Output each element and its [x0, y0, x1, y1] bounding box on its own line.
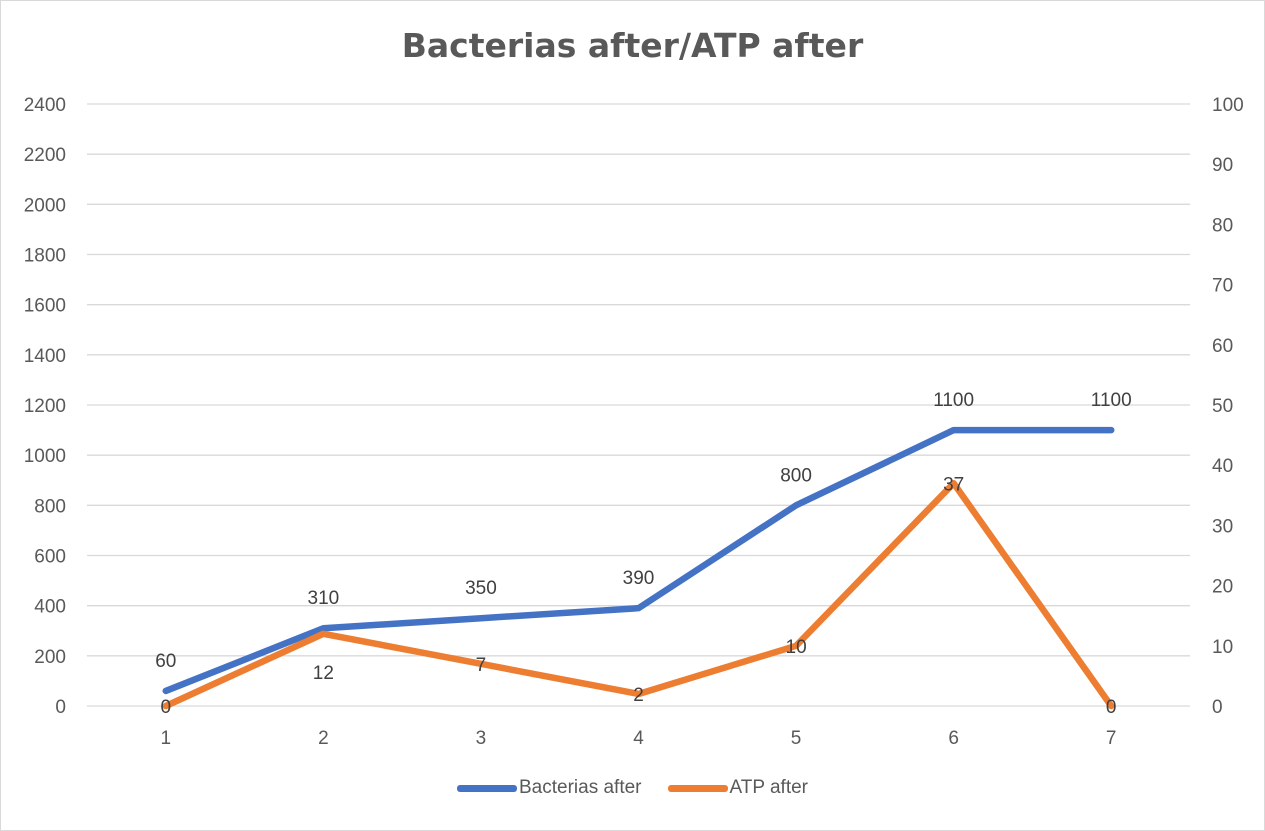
right-axis-tick-label: 30: [1212, 516, 1233, 537]
data-label-atp-after: 2: [633, 685, 644, 706]
left-axis-tick-label: 1600: [24, 296, 66, 317]
left-axis-tick-label: 400: [34, 597, 66, 618]
left-axis-tick-label: 600: [34, 547, 66, 568]
data-label-bacterias-after: 60: [155, 651, 176, 672]
right-axis-tick-label: 100: [1212, 95, 1244, 116]
left-axis-tick-label: 200: [34, 647, 66, 668]
x-axis-tick-label: 3: [476, 728, 487, 749]
x-axis-tick-label: 1: [160, 728, 171, 749]
right-axis-tick-label: 80: [1212, 215, 1233, 236]
x-axis-tick-label: 6: [948, 728, 959, 749]
left-axis-tick-label: 1000: [24, 446, 66, 467]
series-line-bacterias-after: [162, 426, 1115, 695]
data-label-atp-after: 37: [943, 474, 964, 495]
legend-swatch-atp-after: [667, 784, 728, 792]
legend-swatch-bacterias-after: [457, 784, 517, 792]
left-axis-tick-label: 800: [34, 496, 66, 517]
data-label-bacterias-after: 800: [780, 465, 812, 486]
data-label-bacterias-after: 350: [465, 578, 497, 599]
data-label-atp-after: 7: [476, 655, 487, 676]
legend-item-bacterias-after: Bacterias after: [457, 777, 642, 799]
data-label-atp-after: 10: [786, 637, 807, 658]
data-label-atp-after: 12: [313, 663, 334, 684]
left-axis-tick-label: 0: [55, 697, 66, 718]
x-axis-tick-label: 4: [633, 728, 644, 749]
data-label-bacterias-after: 1100: [1091, 390, 1132, 411]
legend-label-atp-after: ATP after: [729, 777, 809, 798]
left-axis-tick-label: 2000: [24, 195, 66, 216]
data-label-atp-after: 0: [1106, 697, 1117, 718]
right-axis-tick-label: 20: [1212, 577, 1233, 598]
data-labels: 60 310 350 390 800 1100 1100 0 12 7 2 10 37 0: [155, 390, 1131, 718]
right-axis-tick-label: 10: [1212, 637, 1233, 658]
right-axis-tick-label: 0: [1212, 697, 1223, 718]
series-line-atp-after: [162, 480, 1115, 710]
x-axis-ticks: 1 2 3 4 5 6 7: [160, 728, 1116, 749]
right-axis-tick-label: 70: [1212, 276, 1233, 297]
left-axis-ticks: 0 200 400 600 800 1000 1200 1400 1600 1800 2000 220…: [24, 95, 66, 718]
data-label-bacterias-after: 390: [623, 568, 655, 589]
right-axis-ticks: 0 10 20 30 40 50 60 70 80 90 100: [1212, 95, 1244, 718]
series-lines: [162, 426, 1115, 710]
left-axis-tick-label: 2200: [24, 145, 66, 166]
x-axis-tick-label: 7: [1106, 728, 1117, 749]
data-label-bacterias-after: 1100: [933, 390, 974, 411]
x-axis-tick-label: 2: [318, 728, 329, 749]
left-axis-tick-label: 1400: [24, 346, 66, 367]
right-axis-tick-label: 50: [1212, 396, 1233, 417]
left-axis-tick-label: 1800: [24, 246, 66, 267]
data-label-bacterias-after: 310: [308, 588, 340, 609]
right-axis-tick-label: 40: [1212, 456, 1233, 477]
data-label-atp-after: 0: [160, 697, 171, 718]
legend-item-atp-after: ATP after: [667, 777, 809, 799]
legend-label-bacterias-after: Bacterias after: [519, 777, 642, 798]
chart-title: Bacterias after/ATP after: [401, 26, 864, 65]
x-axis-tick-label: 5: [791, 728, 802, 749]
left-axis-tick-label: 2400: [24, 95, 66, 116]
gridlines: [87, 103, 1190, 707]
right-axis-tick-label: 60: [1212, 336, 1233, 357]
legend: Bacterias after ATP after: [0, 777, 1265, 799]
right-axis-tick-label: 90: [1212, 155, 1233, 176]
left-axis-tick-label: 1200: [24, 396, 66, 417]
